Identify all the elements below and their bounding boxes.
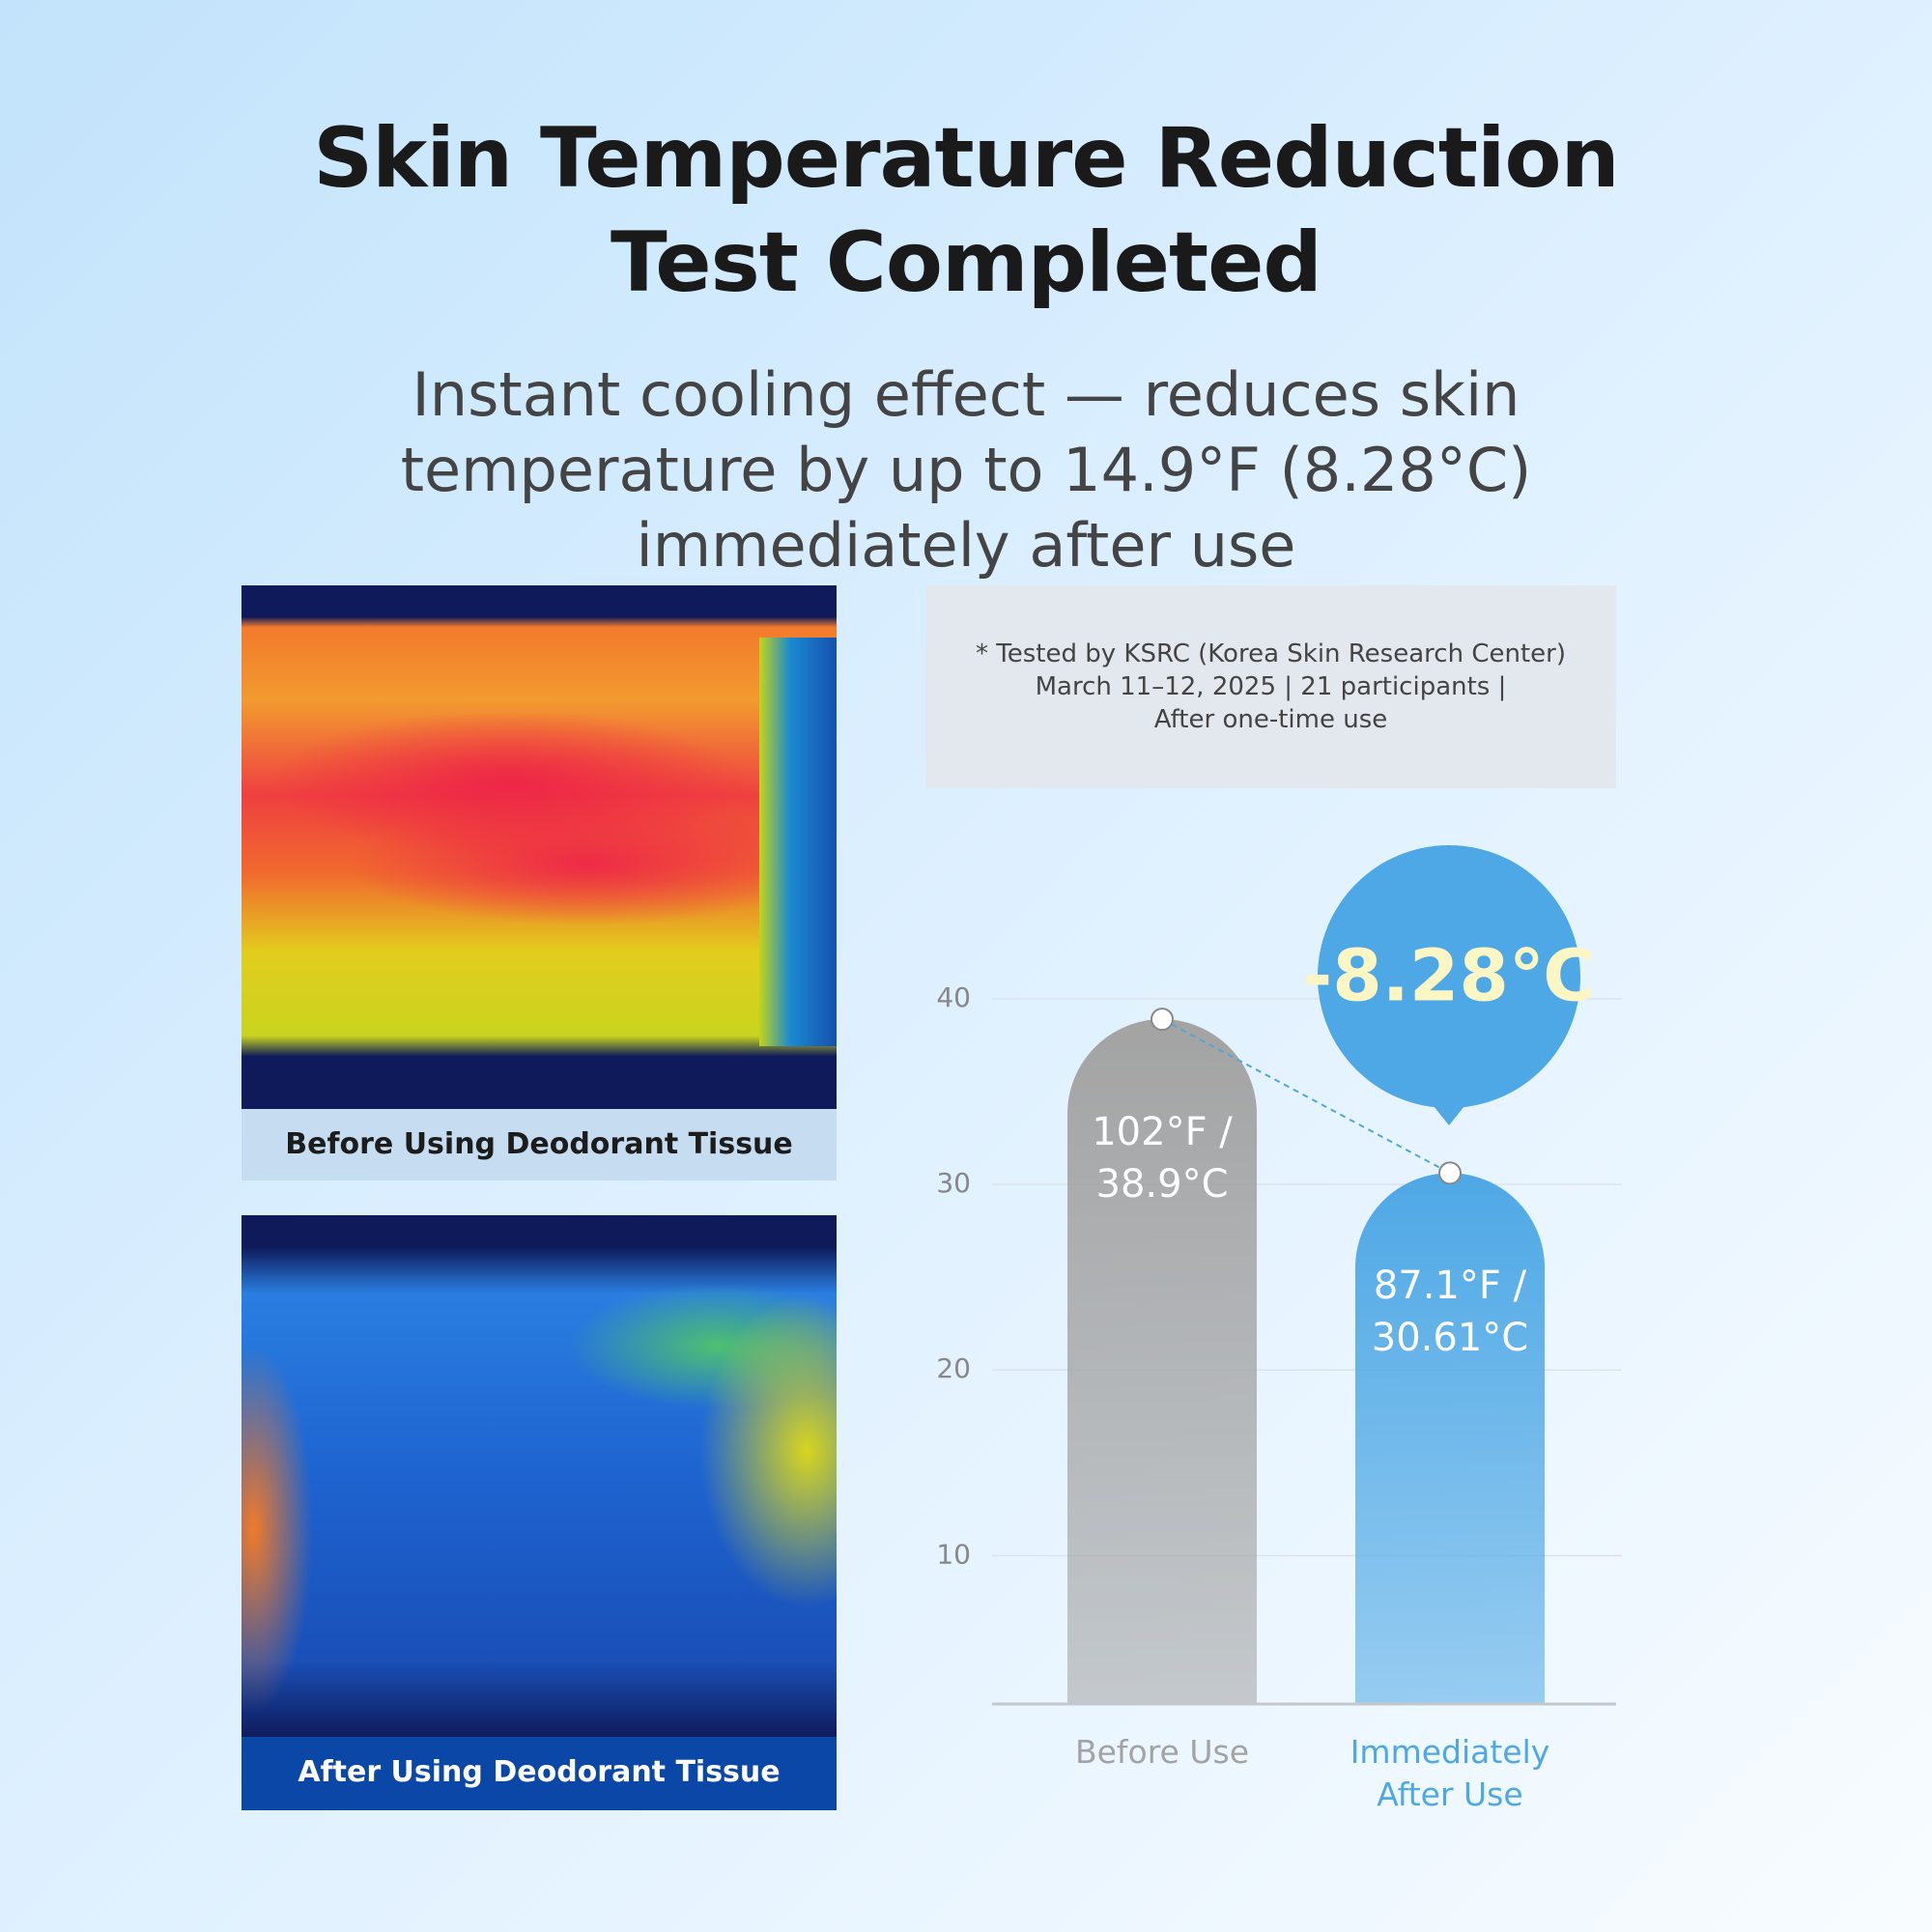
note-box: * Tested by KSRC (Korea Skin Research Ce… [925,585,1616,788]
category-label: Immediately After Use [1350,1733,1550,1813]
bar [1355,1173,1545,1704]
connector [1161,1018,1451,1175]
bar [1067,1019,1257,1704]
point [1438,1161,1462,1185]
value-label: 102°F / 38.9°C [1092,1110,1233,1208]
category-label: Before Use [1074,1733,1250,1771]
y-tick-label: 10 [936,1538,971,1570]
note-line: March 11–12, 2025 | 21 participants | [1035,672,1507,701]
note-line: * Tested by KSRC (Korea Skin Research Ce… [976,639,1566,668]
subtitle: Instant cooling effect — reduces skin te… [400,359,1532,581]
title: Skin Temperature Reduction Test Complete… [313,110,1620,311]
value-label: 87.1°F / 30.61°C [1371,1264,1529,1361]
bubble-pointer [1430,1101,1468,1125]
caption: After Using Deodorant Tissue [242,1737,837,1810]
annotation: -8.28℃ [1303,935,1596,1018]
y-tick-label: 40 [936,981,971,1013]
caption: Before Using Deodorant Tissue [242,1109,837,1180]
point [1151,1008,1174,1032]
y-tick-label: 20 [936,1352,971,1384]
thermal-image-before [242,585,838,1109]
y-tick-label: 30 [936,1167,971,1199]
bubble [1318,845,1580,1108]
thermal-image-after [242,1215,837,1739]
note-line: After one-time use [1153,705,1388,734]
